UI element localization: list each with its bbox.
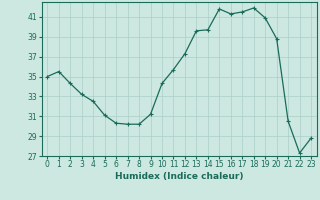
X-axis label: Humidex (Indice chaleur): Humidex (Indice chaleur) xyxy=(115,172,244,181)
